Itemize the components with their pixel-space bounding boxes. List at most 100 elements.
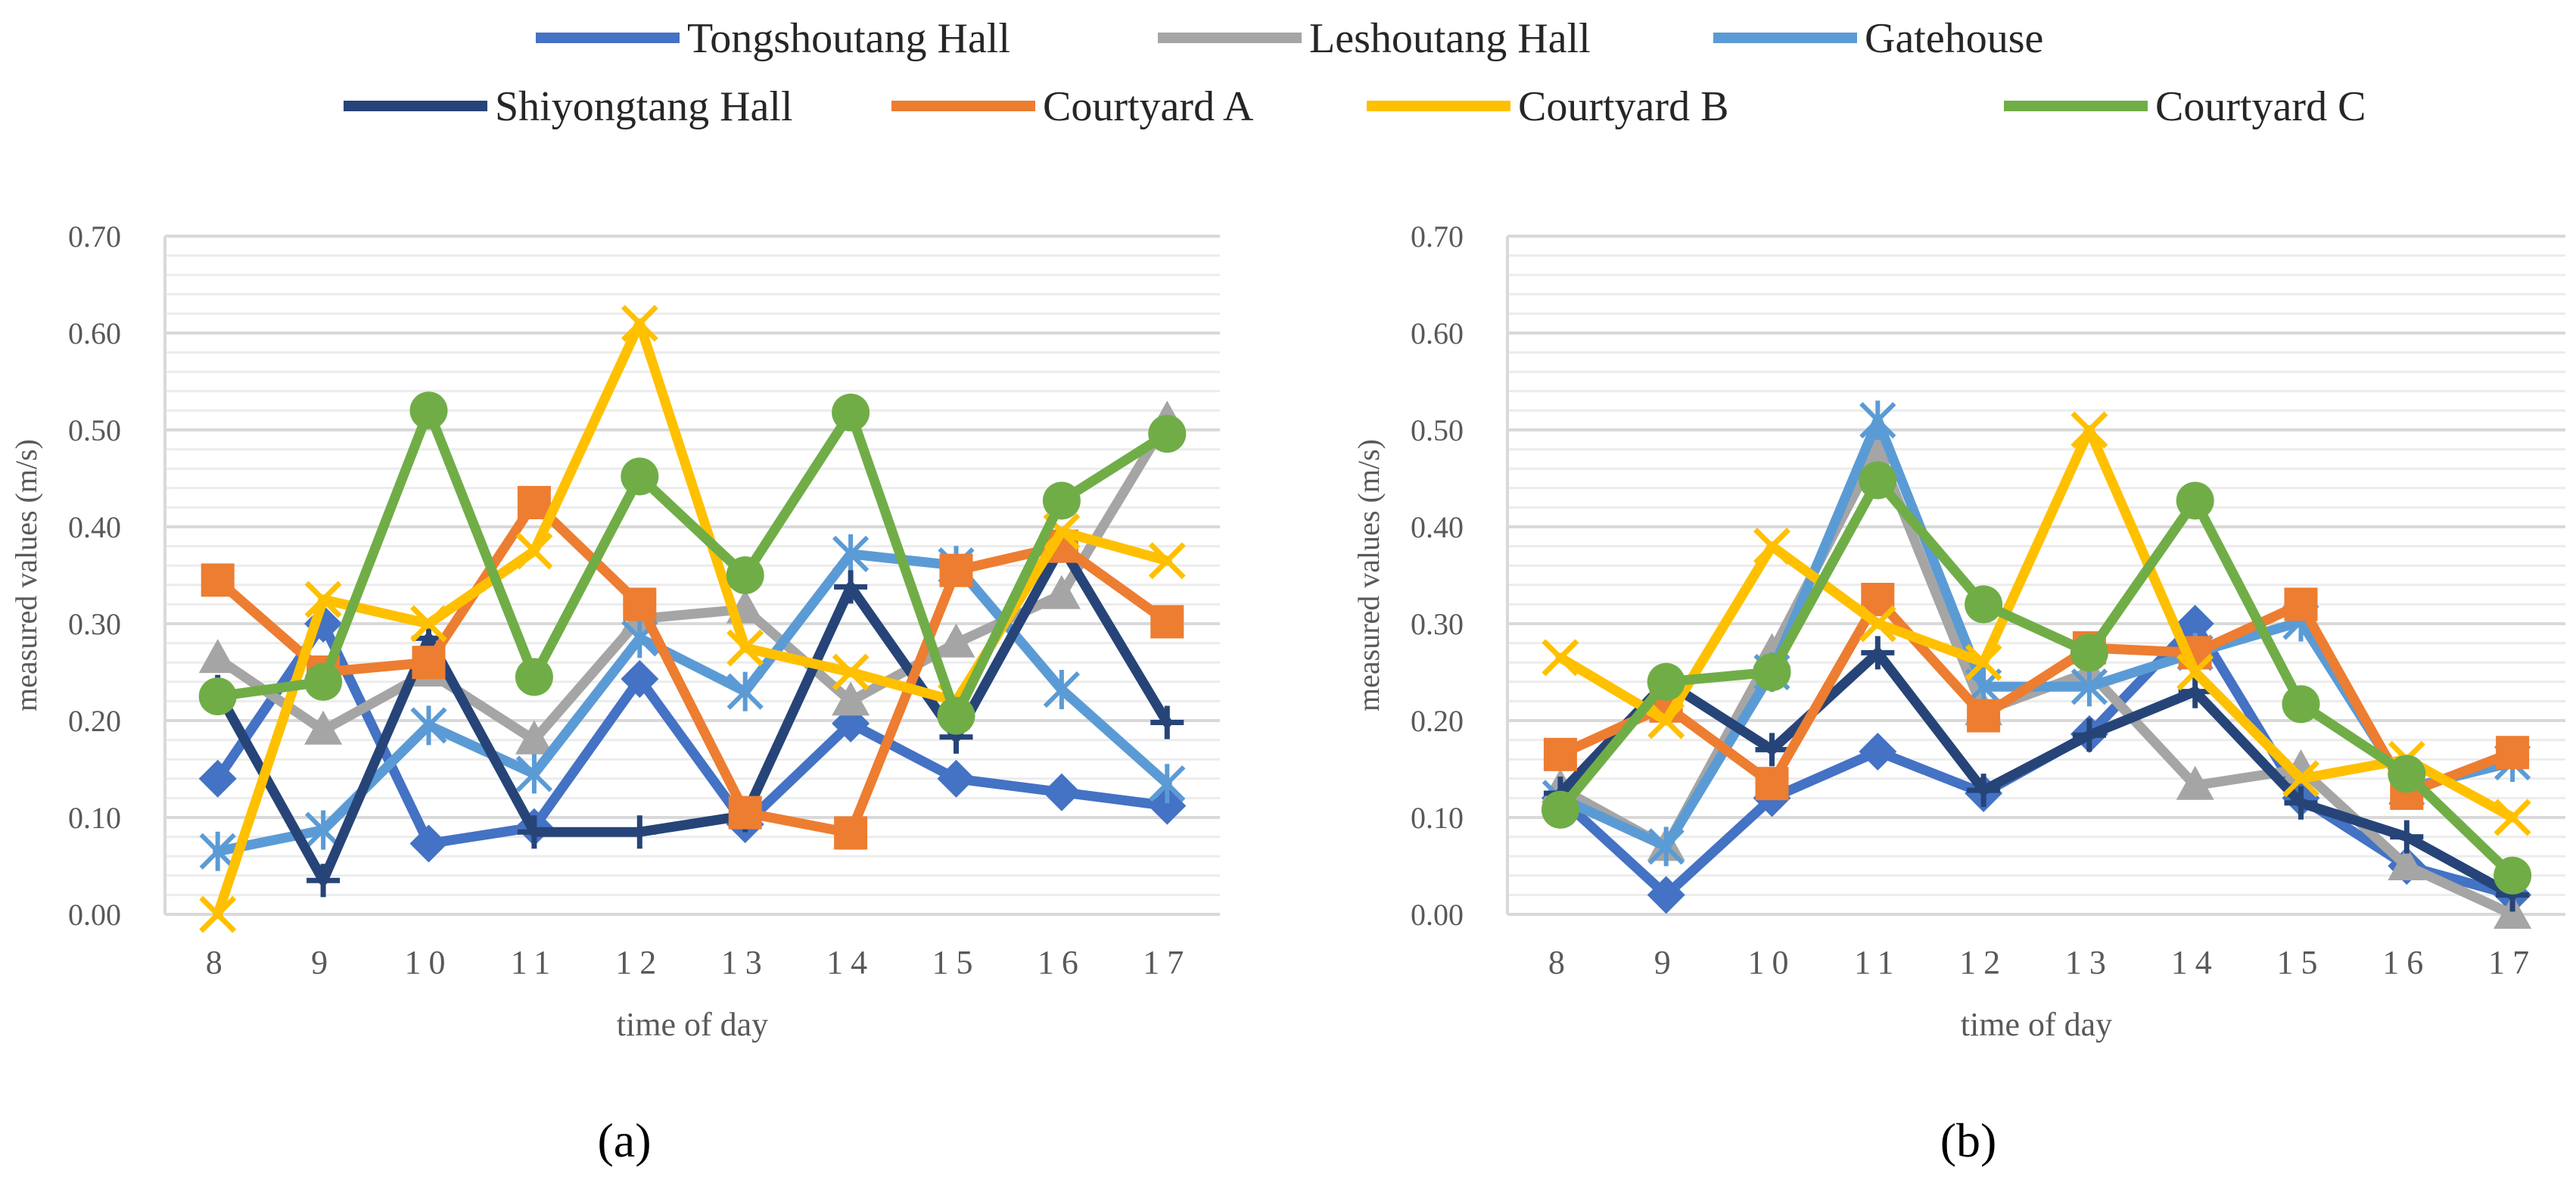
x-tick-label: 16	[1038, 944, 1086, 981]
x-tick-label: 12	[1959, 944, 2008, 981]
data-point	[198, 759, 237, 798]
data-point	[517, 815, 551, 849]
x-tick-label: 15	[2277, 944, 2326, 981]
data-point	[832, 393, 870, 431]
y-tick-label: 0.40	[68, 510, 121, 544]
x-tick-label: 9	[311, 944, 335, 981]
data-point	[515, 720, 553, 755]
x-tick-label: 8	[206, 944, 230, 981]
data-point	[2282, 685, 2320, 724]
data-point	[199, 831, 236, 871]
data-point	[2072, 718, 2106, 752]
x-tick-label: 15	[932, 944, 981, 981]
y-tick-label: 0.10	[1411, 801, 1464, 835]
x-tick-label: 14	[826, 944, 875, 981]
series-line	[213, 497, 1172, 838]
series-courtyard-b	[1542, 411, 2531, 836]
data-point	[2178, 674, 2212, 708]
data-point	[1149, 764, 1186, 804]
data-point	[621, 304, 658, 342]
data-point	[1859, 732, 1897, 771]
x-tick-labels: 8 9 10 11 12 13 14 15 16 17	[1548, 944, 2529, 981]
x-tick-label: 10	[1748, 944, 1797, 981]
y-tick-label: 0.20	[1411, 704, 1464, 738]
data-point	[2284, 786, 2318, 820]
legend-label: Courtyard A	[1043, 83, 1254, 130]
legend-label: Tongshoutang Hall	[687, 15, 1010, 62]
data-point	[515, 532, 553, 570]
data-point	[937, 759, 975, 798]
data-point	[1542, 639, 1579, 677]
y-tick-label: 0.70	[68, 220, 121, 254]
data-point	[2282, 760, 2319, 798]
legend-label: Shiyongtang Hall	[495, 83, 793, 130]
x-tick-label: 11	[511, 944, 558, 981]
data-point	[517, 486, 551, 519]
legend-item-leshoutang-hall: Leshoutang Hall	[1158, 15, 1591, 62]
data-point	[1150, 605, 1184, 639]
data-point	[198, 677, 237, 715]
legend-label: Leshoutang Hall	[1309, 15, 1591, 62]
data-point	[1148, 415, 1187, 453]
x-tick-label: 9	[1654, 944, 1678, 981]
data-point	[304, 662, 343, 701]
data-point	[1859, 605, 1896, 643]
x-tick-label: 13	[2065, 944, 2114, 981]
data-point	[1647, 876, 1685, 914]
series-courtyard-c	[198, 391, 1187, 735]
data-point	[1148, 786, 1187, 825]
series-courtyard-c	[1541, 461, 2532, 895]
legend-label: Courtyard B	[1518, 83, 1728, 130]
data-point	[1647, 662, 1685, 701]
data-point	[1042, 481, 1081, 520]
x-tick-label: 10	[405, 944, 453, 981]
legend-item-tongshoutang-hall: Tongshoutang Hall	[536, 15, 1010, 62]
data-point	[2176, 481, 2214, 520]
series-line	[213, 541, 1172, 886]
data-point	[2284, 587, 2318, 621]
y-tick-label: 0.60	[1411, 316, 1464, 350]
x-axis-title: time of day	[1961, 1006, 2112, 1043]
data-point	[2496, 736, 2530, 770]
x-tick-label: 17	[1143, 944, 1191, 981]
series-line	[1555, 475, 2518, 881]
x-tick-label: 14	[2171, 944, 2220, 981]
data-point	[304, 710, 343, 745]
data-point	[515, 658, 553, 696]
legend-label: Gatehouse	[1865, 15, 2043, 62]
y-tick-label: 0.10	[68, 801, 121, 835]
data-point	[1042, 574, 1081, 609]
data-point	[1043, 670, 1081, 710]
chart-panel-a: 0.00 0.10 0.20 0.30 0.40 0.50 0.60 0.70 8 9 10 11 12…	[9, 220, 1220, 1167]
data-point	[623, 587, 657, 621]
data-point	[410, 605, 447, 643]
data-point	[937, 696, 975, 735]
data-point	[834, 570, 868, 604]
data-point	[728, 796, 762, 830]
data-point	[199, 895, 237, 933]
data-point	[726, 671, 764, 711]
x-tick-label: 8	[1548, 944, 1573, 981]
data-point	[409, 824, 448, 863]
data-point	[198, 639, 237, 674]
series-courtyard-a	[201, 486, 1184, 850]
panel-label: (a)	[597, 1113, 651, 1167]
chart-panel-b: 0.00 0.10 0.20 0.30 0.40 0.50 0.60 0.70 8 9 10 11 12…	[1352, 220, 2565, 1167]
data-point	[201, 563, 235, 597]
y-tick-label: 0.50	[68, 413, 121, 447]
x-axis-title: time of day	[617, 1006, 768, 1043]
x-tick-label: 16	[2382, 944, 2431, 981]
data-point	[1965, 643, 2002, 681]
y-tick-label: 0.70	[1411, 220, 1464, 254]
data-point	[1755, 767, 1789, 801]
data-point	[1859, 461, 1897, 500]
x-tick-labels: 8 9 10 11 12 13 14 15 16 17	[206, 944, 1191, 981]
data-point	[2390, 820, 2424, 854]
data-point	[410, 705, 447, 746]
data-point	[2494, 856, 2532, 895]
y-axis-title: measured values (m/s)	[9, 439, 43, 711]
series-courtyard-a	[1543, 583, 2530, 810]
y-tick-label: 0.30	[1411, 607, 1464, 641]
y-tick-label: 0.00	[68, 898, 121, 932]
